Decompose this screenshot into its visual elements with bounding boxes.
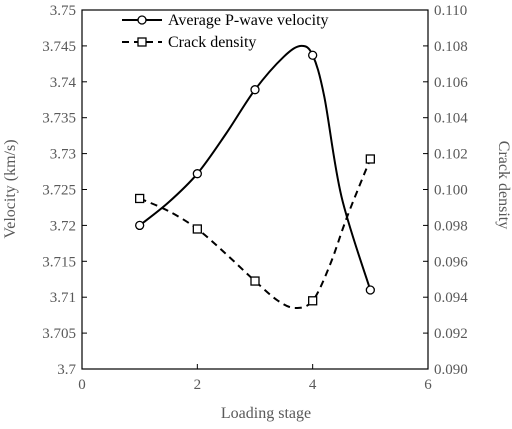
point-marker-crack-density bbox=[250, 276, 260, 286]
x-axis-title: Loading stage bbox=[221, 405, 311, 422]
y-left-tick-label: 3.74 bbox=[50, 75, 77, 91]
x-tick-label: 0 bbox=[78, 377, 86, 393]
y-left-tick-label: 3.71 bbox=[50, 290, 76, 306]
y-right-tick-label: 0.110 bbox=[434, 3, 467, 19]
tick-labels: 0 2 4 6 3.7 3.705 3.71 3.715 3.72 3.725 3.73 3.735 3… bbox=[42, 3, 468, 393]
y-right-tick-label: 0.104 bbox=[434, 111, 468, 127]
y-left-tick-label: 3.715 bbox=[42, 254, 76, 270]
series-line-p-wave-velocity bbox=[139, 44, 372, 291]
y-right-tick-label: 0.100 bbox=[434, 183, 468, 199]
legend-marker-crack-density bbox=[137, 37, 147, 47]
point-marker-crack-density bbox=[365, 154, 375, 164]
x-tick-label: 4 bbox=[309, 377, 317, 393]
y-left-tick-label: 3.72 bbox=[50, 218, 76, 234]
series-p-wave-velocity bbox=[135, 44, 375, 295]
point-marker-p-wave-velocity bbox=[192, 169, 202, 179]
legend: Average P-wave velocity Crack density bbox=[122, 12, 329, 51]
plot-frame bbox=[81, 9, 429, 370]
y-right-tick-label: 0.096 bbox=[434, 254, 468, 270]
y-right-axis-title: Crack density bbox=[495, 141, 512, 229]
y-left-tick-label: 3.73 bbox=[50, 147, 76, 163]
y-right-tick-label: 0.090 bbox=[434, 362, 468, 378]
point-marker-p-wave-velocity bbox=[135, 220, 145, 231]
y-right-tick-label: 0.094 bbox=[434, 290, 468, 306]
y-left-tick-label: 3.725 bbox=[42, 183, 76, 199]
y-left-tick-label: 3.745 bbox=[42, 39, 76, 55]
y-left-tick-label: 3.735 bbox=[42, 111, 76, 127]
point-marker-p-wave-velocity bbox=[250, 85, 260, 95]
y-right-tick-label: 0.106 bbox=[434, 75, 468, 91]
point-marker-p-wave-velocity bbox=[365, 285, 375, 295]
series-line-crack-density bbox=[139, 158, 372, 309]
point-marker-crack-density bbox=[135, 193, 145, 204]
x-tick-label: 6 bbox=[424, 377, 432, 393]
y-right-tick-label: 0.092 bbox=[434, 326, 468, 342]
y-left-tick-label: 3.75 bbox=[50, 3, 76, 19]
legend-label-crack-density: Crack density bbox=[168, 34, 256, 51]
y-right-tick-label: 0.098 bbox=[434, 218, 468, 234]
legend-marker-p-wave-velocity bbox=[137, 15, 147, 25]
point-marker-crack-density bbox=[308, 296, 318, 306]
x-tick-label: 2 bbox=[194, 377, 202, 393]
plot-axes bbox=[81, 9, 429, 370]
y-left-tick-label: 3.705 bbox=[42, 326, 76, 342]
y-right-tick-label: 0.102 bbox=[434, 147, 468, 163]
y-left-tick-label: 3.7 bbox=[57, 362, 76, 378]
y-left-axis-title: Velocity (km/s) bbox=[2, 139, 19, 238]
y-right-tick-label: 0.108 bbox=[434, 39, 468, 55]
point-marker-p-wave-velocity bbox=[308, 50, 318, 60]
series-crack-density bbox=[135, 154, 375, 309]
series-layer bbox=[135, 44, 375, 309]
point-marker-crack-density bbox=[192, 224, 202, 234]
legend-label-p-wave-velocity: Average P-wave velocity bbox=[168, 12, 329, 29]
